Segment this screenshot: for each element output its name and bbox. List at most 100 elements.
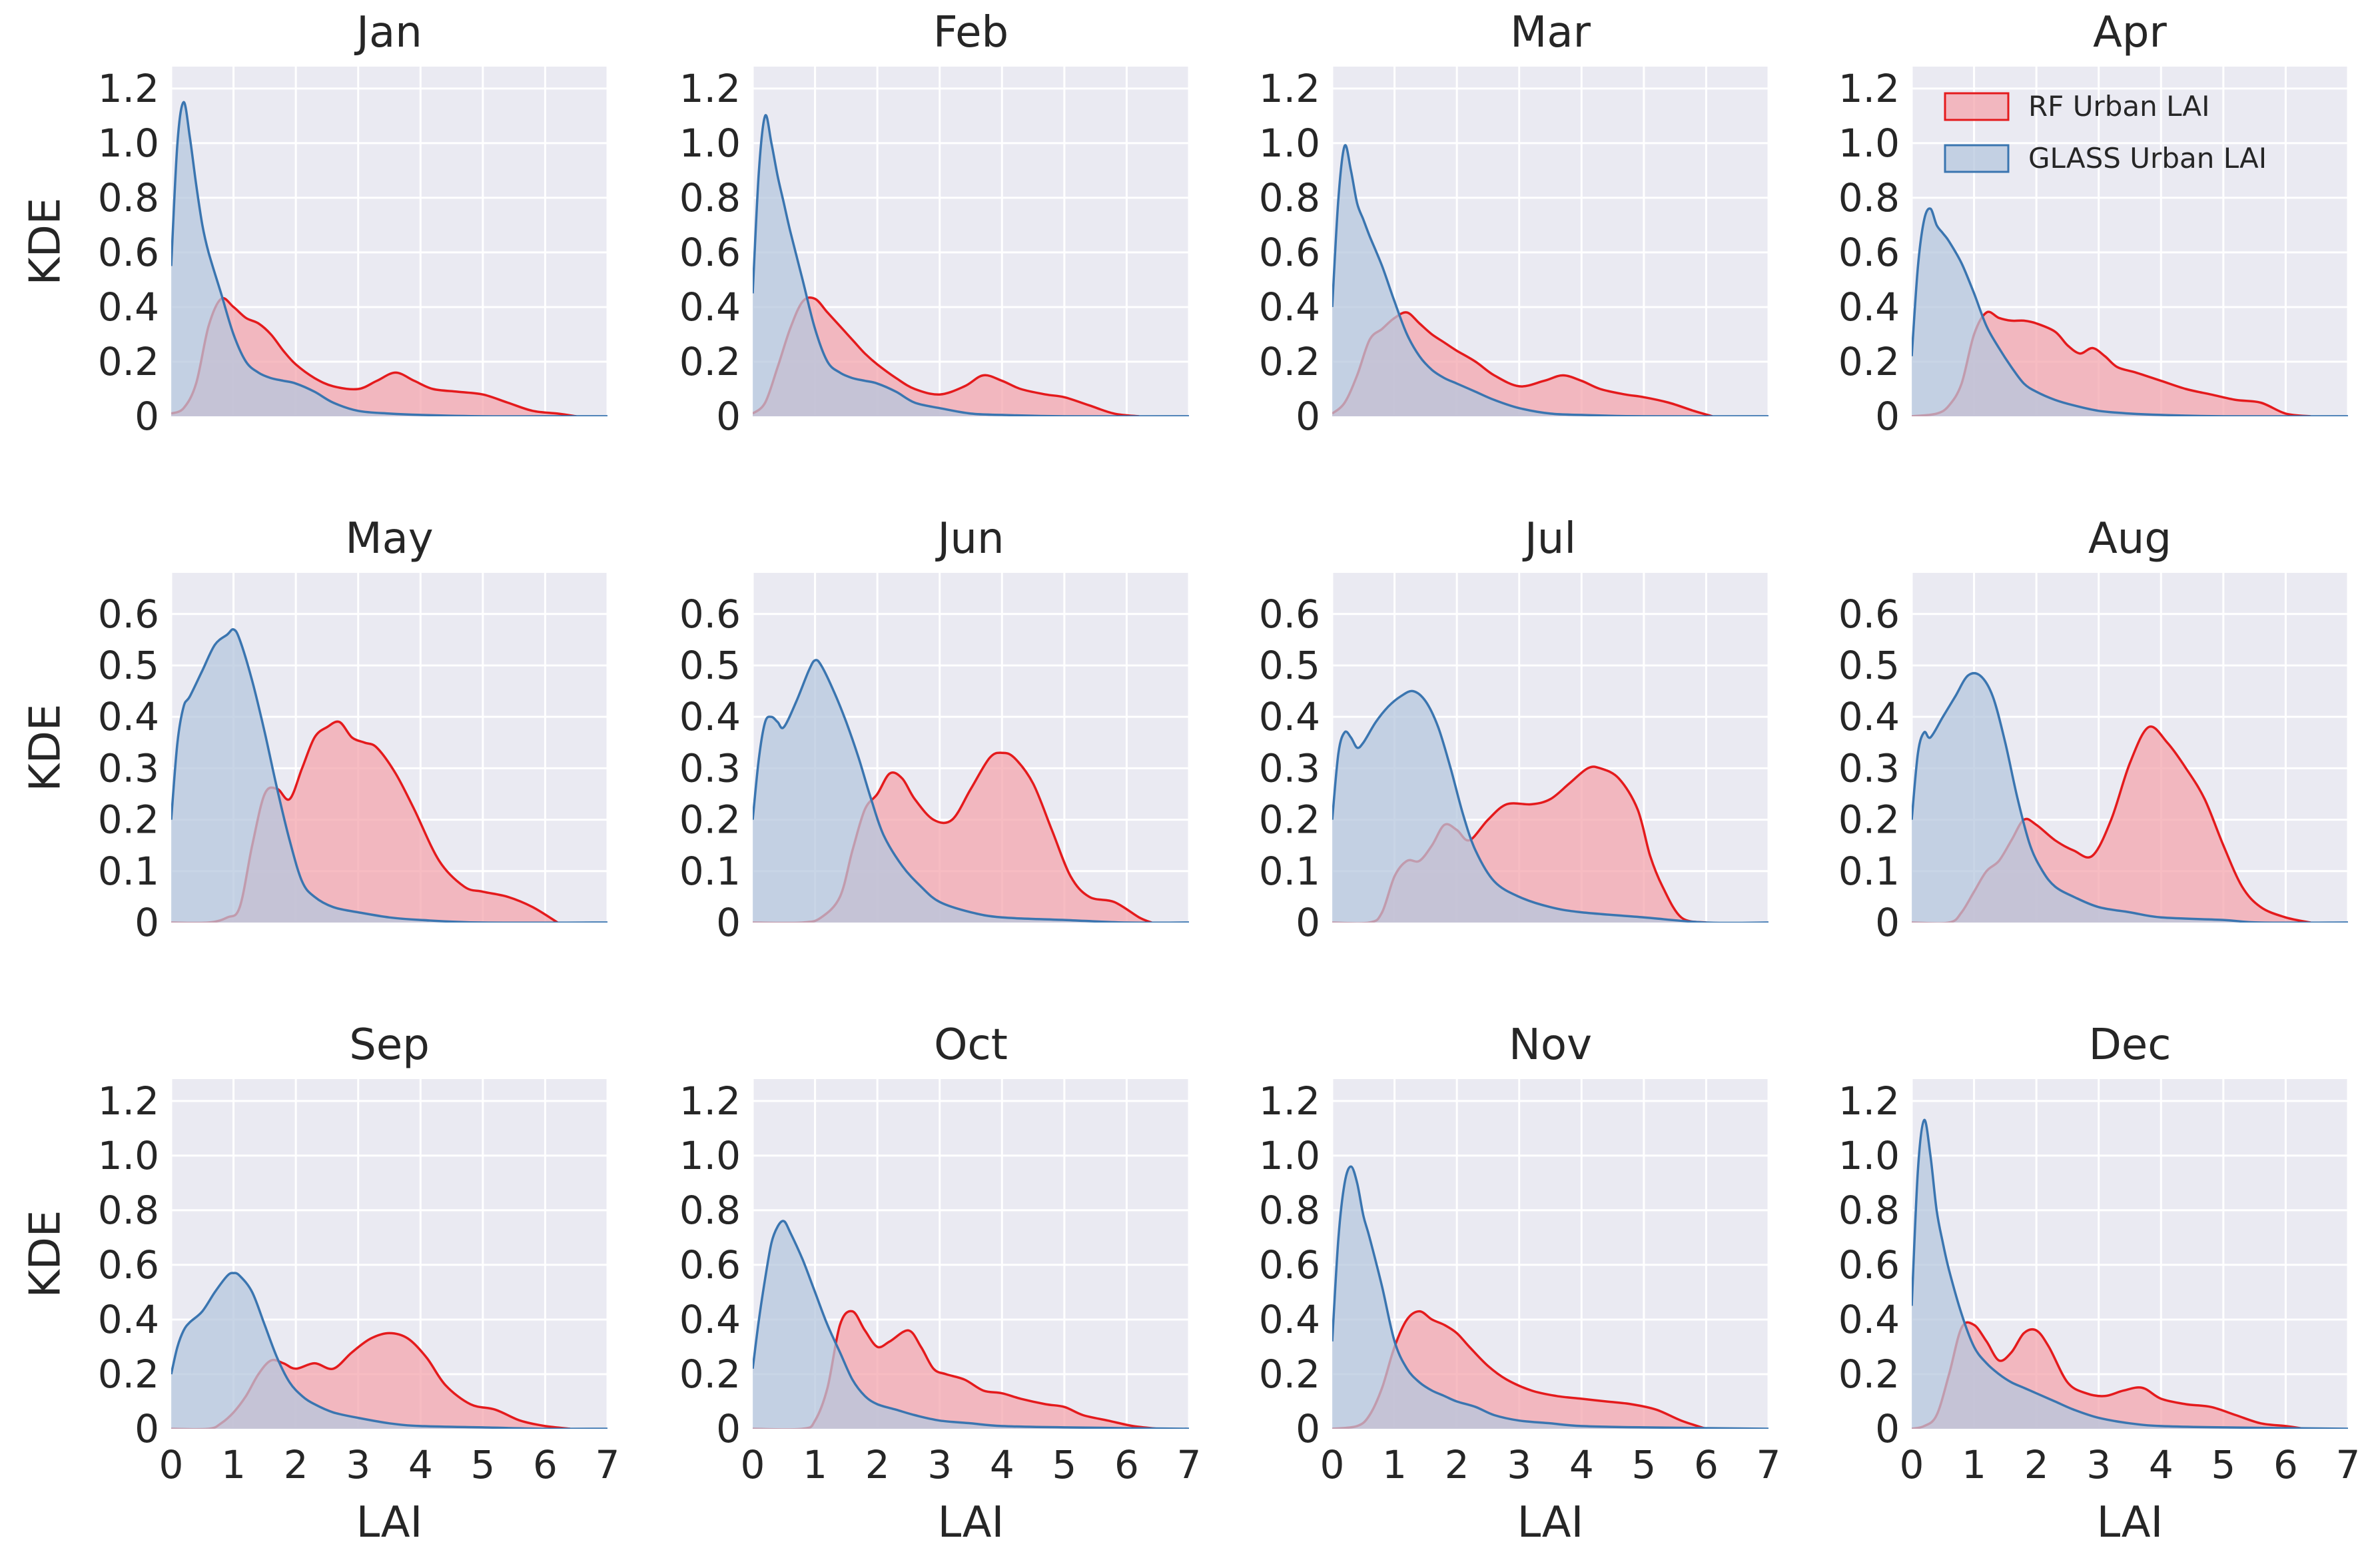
y-tick-label: 0 (1296, 1406, 1320, 1451)
series-glass (1912, 207, 2348, 416)
y-tick-label: 0.2 (1838, 797, 1900, 843)
y-tick-label: 0.4 (98, 694, 159, 739)
y-tick-label: 0.5 (98, 643, 159, 688)
panel-title: Feb (933, 8, 1008, 57)
y-tick-label: 0.2 (1838, 1352, 1900, 1397)
legend-swatch-rf (1944, 92, 2010, 121)
series-glass (1912, 671, 2348, 923)
kde-area-glass (171, 1273, 607, 1429)
kde-area-glass (1332, 145, 1769, 416)
series-glass (753, 114, 1189, 416)
panel-title: Apr (2093, 8, 2167, 57)
x-tick-label: 6 (533, 1442, 558, 1487)
y-tick-label: 0.2 (98, 339, 159, 384)
y-tick-label: 1.0 (98, 121, 159, 166)
y-tick-label: 0.1 (98, 849, 159, 894)
y-tick-label: 1.2 (98, 66, 159, 111)
x-axis-label: LAI (938, 1498, 1004, 1547)
y-tick-label: 1.2 (1838, 66, 1900, 111)
y-tick-label: 0.2 (1259, 339, 1320, 384)
x-tick-label: 0 (159, 1442, 184, 1487)
x-tick-label: 7 (1757, 1442, 1781, 1487)
y-tick-label: 1.2 (98, 1078, 159, 1124)
kde-line-glass (1332, 144, 1769, 416)
x-tick-label: 6 (1114, 1442, 1139, 1487)
y-tick-label: 0.6 (98, 230, 159, 275)
panel-title: Oct (934, 1020, 1008, 1070)
legend-label-rf: RF Urban LAI (2028, 90, 2210, 123)
panel-may: 0 0.1 0.2 0.3 0.4 0.5 0.6 May KDE (21, 514, 609, 945)
series-glass (753, 1220, 1189, 1429)
x-tick-label: 4 (1569, 1442, 1594, 1487)
x-tick-label: 3 (1507, 1442, 1531, 1487)
kde-area-glass (171, 629, 607, 923)
x-axis-label: LAI (356, 1498, 423, 1547)
y-tick-label: 0.6 (1838, 230, 1900, 275)
kde-line-glass (1332, 1165, 1769, 1429)
y-tick-label: 0.4 (98, 1297, 159, 1342)
y-tick-label: 0.6 (98, 1242, 159, 1288)
kde-line-glass (1912, 671, 2348, 923)
y-tick-label: 1.0 (1259, 1133, 1320, 1178)
kde-line-glass (171, 1272, 607, 1429)
kde-line-glass (171, 101, 607, 416)
series-glass (171, 1272, 607, 1429)
y-tick-label: 0.4 (1259, 284, 1320, 330)
y-tick-label: 0.2 (1259, 1352, 1320, 1397)
x-tick-label: 2 (1445, 1442, 1469, 1487)
kde-area-glass (753, 659, 1189, 923)
y-tick-label: 1.2 (679, 66, 741, 111)
y-tick-label: 0.2 (679, 1352, 741, 1397)
y-tick-label: 0 (135, 900, 159, 945)
y-tick-label: 0.3 (679, 745, 741, 791)
series-glass (1332, 1165, 1769, 1429)
y-tick-label: 1.0 (1838, 1133, 1900, 1178)
series-glass (1332, 689, 1769, 923)
kde-area-glass (1912, 673, 2348, 923)
panel-title: Jan (354, 8, 422, 57)
y-tick-label: 0 (135, 394, 159, 439)
y-tick-label: 0.6 (1259, 1242, 1320, 1288)
x-tick-label: 3 (2086, 1442, 2111, 1487)
panel-title: Sep (349, 1020, 430, 1070)
y-tick-label: 0 (135, 1406, 159, 1451)
x-tick-label: 6 (1694, 1442, 1719, 1487)
y-tick-label: 0 (1875, 394, 1900, 439)
y-tick-label: 0.8 (1259, 1188, 1320, 1233)
y-tick-label: 0.4 (679, 284, 741, 330)
x-tick-label: 1 (1382, 1442, 1407, 1487)
panel-jan: 0 0.2 0.4 0.6 0.8 1.0 1.2 Jan KDE (21, 8, 609, 439)
y-tick-label: 0.4 (1838, 1297, 1900, 1342)
y-tick-label: 0 (1296, 900, 1320, 945)
y-tick-label: 0.2 (98, 797, 159, 843)
y-tick-label: 0.8 (1838, 175, 1900, 220)
kde-area-glass (1912, 1120, 2348, 1429)
y-tick-label: 0.4 (1259, 694, 1320, 739)
y-tick-label: 1.0 (98, 1133, 159, 1178)
x-tick-label: 4 (2149, 1442, 2173, 1487)
series-glass (171, 101, 607, 416)
y-axis-label: KDE (21, 1210, 71, 1298)
kde-line-glass (1912, 207, 2348, 416)
panel-title: Jul (1522, 514, 1576, 564)
y-tick-label: 0 (716, 394, 741, 439)
legend-swatch-glass (1944, 144, 2010, 173)
series-glass (171, 627, 607, 923)
x-tick-label: 6 (2273, 1442, 2298, 1487)
y-tick-label: 0.2 (1838, 339, 1900, 384)
panel-feb: 0 0.2 0.4 0.6 0.8 1.0 1.2 Feb (679, 8, 1190, 439)
x-tick-label: 2 (865, 1442, 890, 1487)
y-tick-label: 0.5 (1838, 643, 1900, 688)
y-tick-label: 0.8 (98, 175, 159, 220)
y-tick-label: 0 (1296, 394, 1320, 439)
y-tick-label: 0.6 (679, 591, 741, 637)
x-tick-label: 4 (408, 1442, 433, 1487)
kde-line-glass (171, 627, 607, 923)
x-tick-label: 5 (470, 1442, 495, 1487)
panel-title: Mar (1510, 8, 1591, 57)
y-tick-label: 0.8 (98, 1188, 159, 1233)
x-tick-label: 2 (284, 1442, 308, 1487)
y-tick-label: 0.5 (1259, 643, 1320, 688)
y-tick-label: 0.6 (679, 230, 741, 275)
